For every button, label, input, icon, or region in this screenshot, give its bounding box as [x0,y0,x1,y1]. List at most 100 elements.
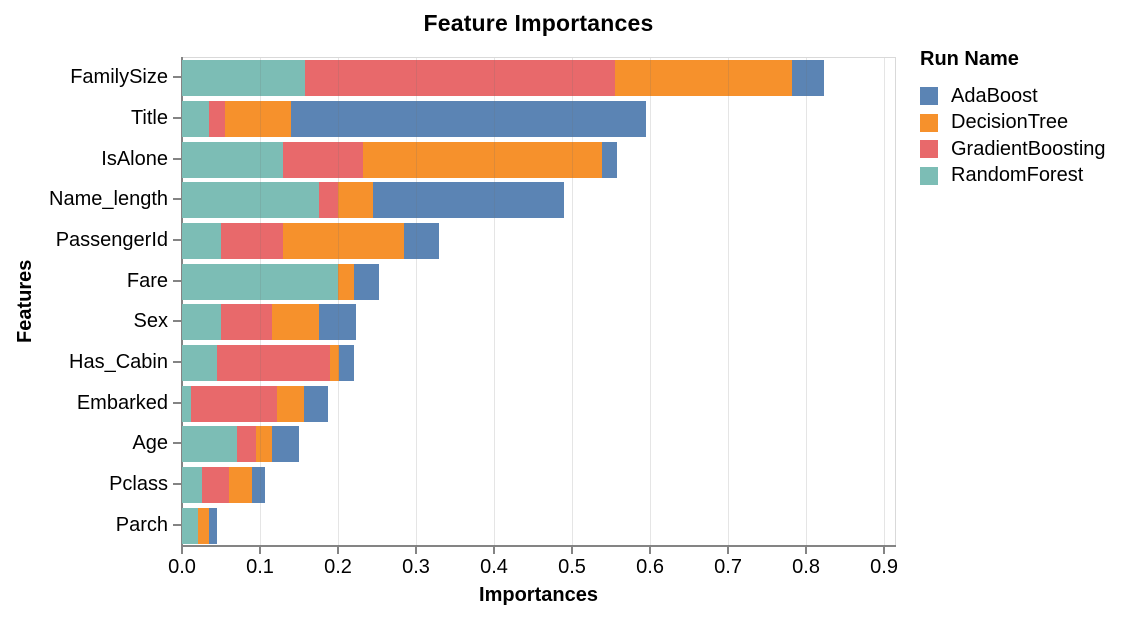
y-tick-label-Title: Title [130,107,168,129]
y-tick-mark [173,76,181,79]
legend-item-RandomForest: RandomForest [920,163,1106,190]
bar-segment-RandomForest [182,426,237,463]
bar-segment-DecisionTree [338,182,374,219]
bar-segment-RandomForest [182,60,306,97]
bar-segment-AdaBoost [602,141,618,178]
bar-segment-DecisionTree [338,263,354,300]
grid-line [415,58,417,546]
bar-row-Has_Cabin [182,345,895,381]
y-tick-mark [173,483,181,485]
bar-segment-RandomForest [182,141,284,178]
bar-segment-DecisionTree [271,304,319,341]
bar-segment-DecisionTree [283,223,405,259]
grid-line [883,58,885,546]
bar-segment-DecisionTree [362,141,603,178]
x-tick-mark [805,547,808,554]
y-tick-mark [173,279,181,282]
y-tick-mark [173,401,181,404]
y-tick-label-Fare: Fare [126,269,168,292]
y-tick-label-Sex: Sex [133,310,168,333]
y-tick-label-IsAlone: IsAlone [101,147,168,170]
x-tick-label: 0.2 [324,556,352,578]
bar-row-FamilySize [182,60,895,97]
bar-segment-AdaBoost [353,263,379,300]
x-tick-mark [259,547,261,554]
bar-row-Sex [182,304,895,341]
y-tick-mark [173,117,181,119]
bar-segment-DecisionTree [197,507,210,544]
x-tick-label: 0.1 [246,556,274,578]
y-tick-label-PassengerId: PassengerId [55,229,168,251]
x-tick-label: 0.6 [636,556,664,578]
x-tick-label: 0.0 [168,556,196,578]
legend: Run Name AdaBoost DecisionTree GradientBoo… [920,48,1106,189]
legend-item-label: DecisionTree [951,111,1069,134]
bar-segment-GradientBoosting [305,60,615,97]
x-tick-label: 0.4 [480,556,508,578]
bar-segment-DecisionTree [228,467,253,503]
bar-segment-GradientBoosting [209,101,225,137]
bar-segment-RandomForest [182,101,210,137]
x-tick-label: 0.8 [792,556,820,578]
plot-area [182,57,896,546]
legend-swatch-icon [920,140,938,159]
y-tick-mark [173,442,181,445]
bar-segment-DecisionTree [614,60,793,97]
y-tick-mark [173,157,181,160]
legend-item-AdaBoost: AdaBoost [920,83,1106,110]
legend-swatch-icon [920,87,938,106]
bar-row-Age [182,426,895,463]
legend-item-label: GradientBoosting [951,137,1106,160]
bar-segment-GradientBoosting [191,385,278,422]
x-tick-mark [181,547,183,554]
legend-item-DecisionTree: DecisionTree [920,110,1106,137]
y-axis-title: Features [14,259,36,343]
grid-line [259,58,261,546]
y-tick-label-Has_Cabin: Has_Cabin [69,351,168,373]
x-tick-mark [727,547,730,554]
bar-row-Title [182,101,895,137]
bar-row-Embarked [182,385,895,422]
x-tick-label: 0.7 [714,556,742,578]
x-axis-line [181,545,896,547]
bar-segment-AdaBoost [271,426,299,463]
bar-segment-DecisionTree [330,345,339,381]
bar-segment-GradientBoosting [221,223,284,259]
bar-row-PassengerId [182,223,895,259]
x-tick-mark [571,547,574,554]
y-tick-label-Age: Age [132,432,168,455]
bar-segment-AdaBoost [373,182,565,219]
bar-segment-AdaBoost [318,304,356,341]
x-tick-mark [493,547,496,554]
bar-row-Name_length [182,182,895,219]
x-tick-label: 0.5 [558,556,586,578]
legend-swatch-icon [920,113,938,132]
x-tick-mark [649,547,652,554]
grid-line [571,58,573,546]
legend-title: Run Name [920,48,1019,70]
legend-item-GradientBoosting: GradientBoosting [920,136,1106,163]
bar-segment-RandomForest [182,304,221,341]
grid-line [493,58,495,546]
bar-segment-RandomForest [182,385,192,422]
grid-line [805,58,807,546]
bar-segment-AdaBoost [338,345,355,381]
y-tick-label-Pclass: Pclass [109,473,168,495]
y-tick-mark [173,320,181,323]
bar-segment-RandomForest [182,223,221,259]
y-tick-mark [173,361,181,363]
legend-swatch-icon [920,166,938,185]
x-tick-mark [415,547,418,554]
legend-items: AdaBoost DecisionTree GradientBoosting Rand… [920,83,1106,189]
y-axis-line [181,57,183,545]
x-tick-mark [883,547,886,554]
bar-segment-GradientBoosting [236,426,257,463]
bar-segment-RandomForest [182,467,202,503]
legend-item-label: RandomForest [951,164,1084,187]
y-tick-label-Name_length: Name_length [49,188,168,211]
bar-segment-GradientBoosting [201,467,229,503]
bar-segment-GradientBoosting [221,304,272,341]
bar-segment-AdaBoost [304,385,328,422]
y-tick-label-Parch: Parch [115,513,168,536]
